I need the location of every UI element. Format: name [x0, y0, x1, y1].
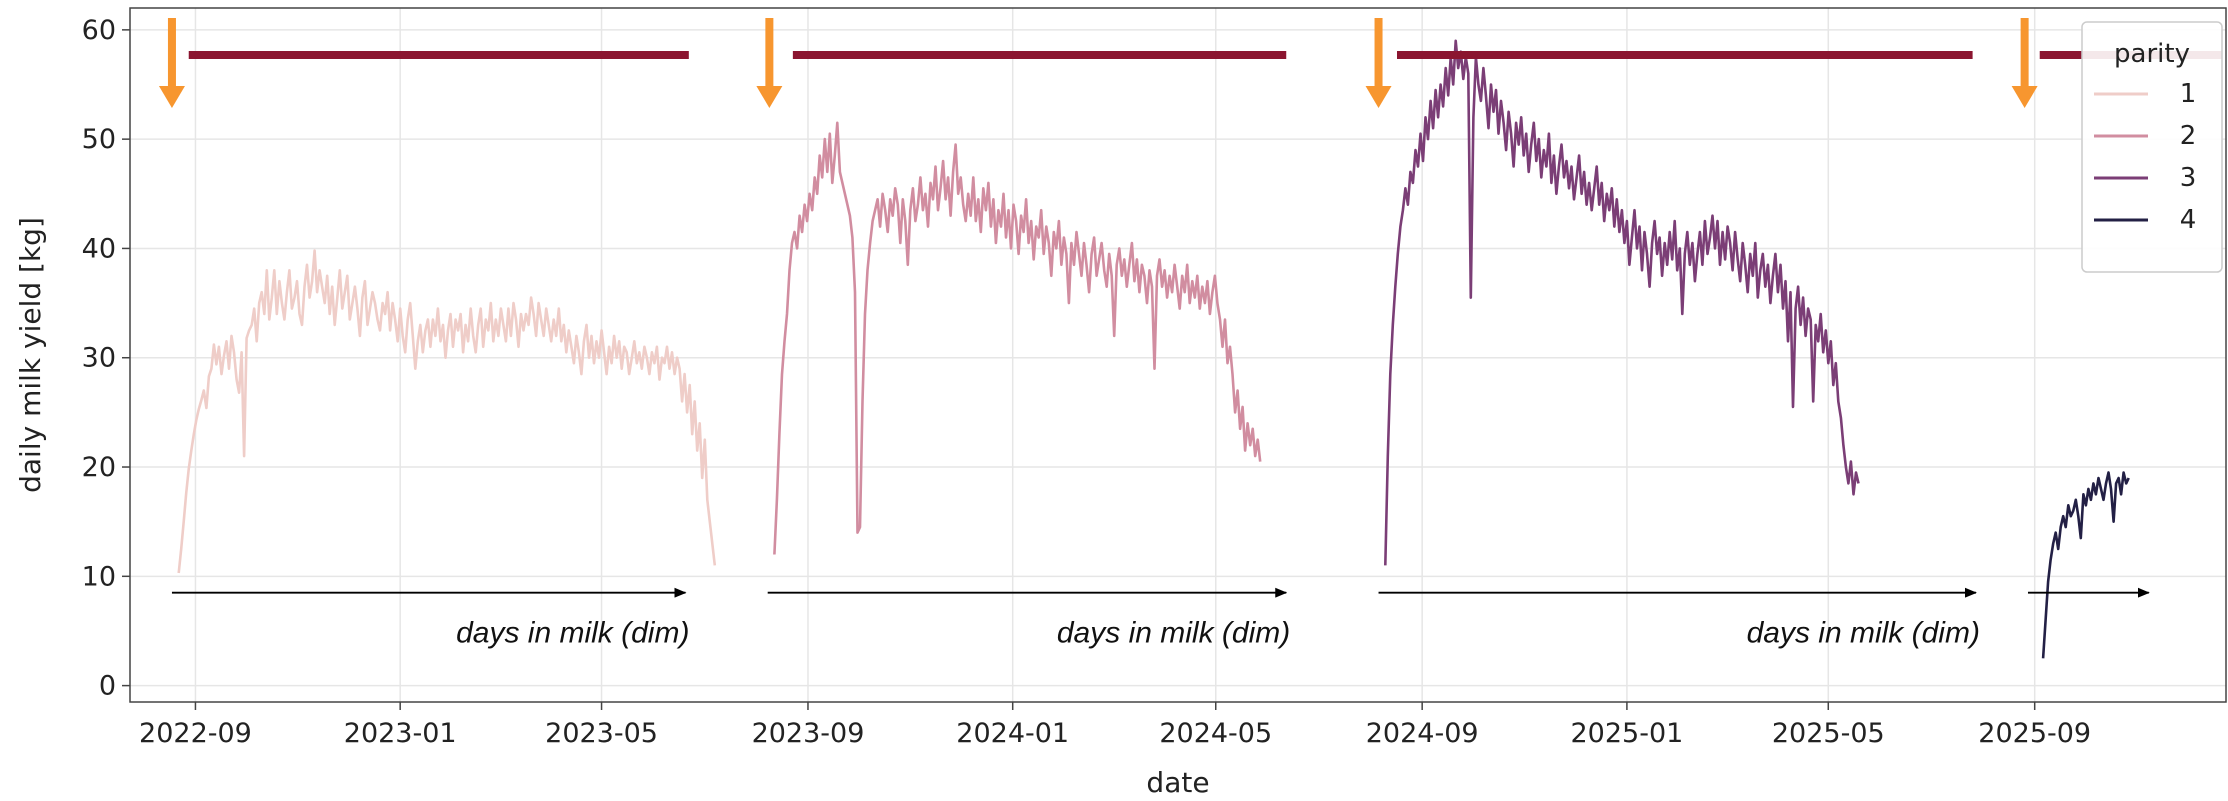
dim-annotation-label: days in milk (dim): [1747, 617, 1980, 650]
x-tick-label: 2022-09: [139, 718, 252, 749]
series-line-parity-2: [773, 121, 1262, 555]
y-tick-label: 60: [82, 15, 116, 46]
legend-title: parity: [2114, 39, 2190, 69]
y-tick-label: 30: [82, 343, 116, 374]
x-tick-label: 2025-09: [1978, 718, 2091, 749]
x-tick-label: 2025-01: [1570, 718, 1683, 749]
x-tick-label: 2024-05: [1159, 718, 1272, 749]
series-layer: [177, 39, 2130, 659]
calving-arrow-head: [1365, 86, 1392, 108]
x-tick-label: 2023-01: [344, 718, 457, 749]
calving-arrow-head: [2011, 86, 2038, 108]
legend-entry-label: 4: [2180, 205, 2197, 235]
x-tick-label: 2024-09: [1366, 718, 1479, 749]
x-tick-label: 2025-05: [1772, 718, 1885, 749]
y-tick-label: 0: [99, 671, 116, 702]
y-tick-label: 40: [82, 233, 116, 264]
legend-items: 1 2 3 4: [2094, 79, 2196, 235]
marker-layer: [158, 18, 2222, 108]
calving-arrow-head: [158, 86, 185, 108]
axis-layer: 2022-09 2023-01 2023-05 2023-09 2024-01 2024-…: [82, 15, 2091, 749]
series-line-parity-3: [1384, 39, 1860, 566]
x-tick-label: 2024-01: [956, 718, 1069, 749]
x-tick-label: 2023-09: [752, 718, 865, 749]
annotation-layer: days in milk (dim) days in milk (dim) days…: [171, 587, 2150, 650]
dim-annotation-label: days in milk (dim): [1057, 617, 1290, 650]
y-tick-label: 20: [82, 452, 116, 483]
series-line-parity-1: [177, 249, 717, 574]
y-tick-label: 50: [82, 124, 116, 155]
legend: parity 1 2 3 4: [2081, 21, 2223, 273]
y-axis-title: daily milk yield [kg]: [14, 217, 47, 493]
dim-annotation-label: days in milk (dim): [456, 617, 689, 650]
grid-layer: [130, 8, 2226, 702]
plot-frame: [129, 7, 2227, 703]
legend-box: [2081, 21, 2223, 273]
legend-entry-label: 3: [2180, 163, 2197, 193]
legend-entry-label: 1: [2180, 79, 2197, 109]
legend-entry-label: 2: [2180, 121, 2197, 151]
x-axis-title: date: [1146, 766, 1209, 799]
x-tick-label: 2023-05: [545, 718, 658, 749]
calving-arrow-head: [756, 86, 783, 108]
y-tick-label: 10: [82, 561, 116, 592]
series-line-parity-4: [2041, 471, 2130, 659]
